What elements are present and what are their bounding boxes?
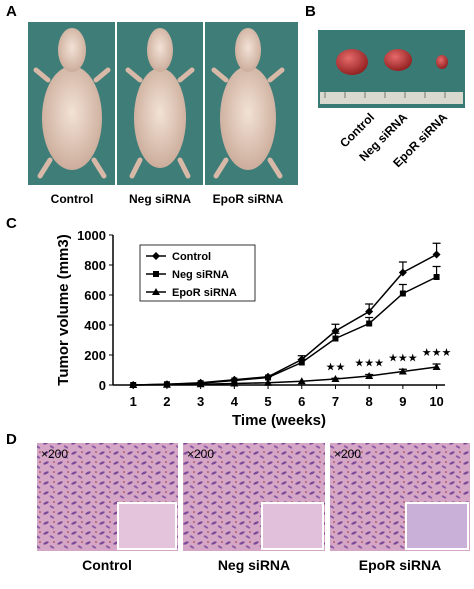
caption: Control	[82, 557, 132, 573]
magnification: ×200	[334, 447, 361, 461]
panel-label: A	[6, 3, 17, 20]
x-tick-label: 8	[366, 394, 373, 409]
point	[331, 375, 340, 382]
x-axis-label: Time (weeks)	[232, 412, 326, 429]
panel-label: C	[6, 215, 17, 232]
point	[432, 250, 441, 259]
point	[332, 335, 339, 342]
significance: ★★★	[422, 347, 452, 359]
point	[230, 379, 239, 387]
chart: 0 200 400 600 800 1000 1 2 3 4 5 6 7 8 9 10 Time (weeks)…	[55, 228, 451, 429]
panel-label: B	[305, 3, 316, 20]
y-tick-label: 0	[99, 378, 106, 393]
point	[399, 290, 406, 297]
caption: EpoR siRNA	[359, 557, 441, 573]
significance: ★★★	[388, 352, 418, 364]
line	[133, 366, 437, 386]
y-tick-label: 200	[84, 348, 106, 363]
point	[433, 274, 440, 280]
point	[264, 378, 273, 386]
significance: ★★	[326, 361, 346, 373]
caption: EpoR siRNA	[213, 192, 284, 206]
histology-images	[37, 443, 470, 551]
y-tick-label: 400	[84, 318, 106, 333]
caption: Neg siRNA	[218, 557, 290, 573]
point	[162, 380, 171, 388]
x-tick-label: 5	[264, 394, 271, 409]
x-tick-label: 6	[298, 394, 305, 409]
panel-label: D	[6, 431, 17, 448]
point	[265, 374, 272, 381]
y-tick-label: 600	[84, 288, 106, 303]
caption: Control	[51, 192, 94, 206]
legend-label: Neg siRNA	[172, 269, 229, 281]
x-tick-label: 1	[130, 394, 137, 409]
legend-label: Control	[172, 251, 211, 263]
y-tick-label: 1000	[77, 228, 106, 243]
magnification: ×200	[41, 447, 68, 461]
point	[297, 377, 306, 385]
point	[153, 271, 159, 277]
point	[152, 252, 160, 260]
point	[365, 307, 374, 316]
x-tick-label: 9	[399, 394, 406, 409]
point	[432, 363, 441, 370]
point	[196, 380, 205, 388]
x-tick-label: 10	[429, 394, 443, 409]
x-tick-label: 3	[197, 394, 204, 409]
x-tick-label: 7	[332, 394, 339, 409]
x-tick-label: 2	[163, 394, 170, 409]
point	[398, 367, 407, 375]
point	[366, 320, 373, 327]
significance: ★★★	[354, 358, 384, 370]
point	[152, 288, 160, 295]
mice-photo	[28, 22, 298, 185]
magnification: ×200	[187, 447, 214, 461]
legend-label: EpoR siRNA	[172, 287, 237, 299]
caption: Neg siRNA	[129, 192, 191, 206]
point	[398, 268, 407, 277]
y-tick-label: 800	[84, 258, 106, 273]
point	[129, 381, 138, 388]
tumor-photo	[318, 30, 465, 108]
point	[298, 359, 305, 366]
point	[365, 372, 374, 379]
x-tick-label: 4	[231, 394, 239, 409]
y-axis-label: Tumor volume (mm3)	[55, 234, 72, 385]
